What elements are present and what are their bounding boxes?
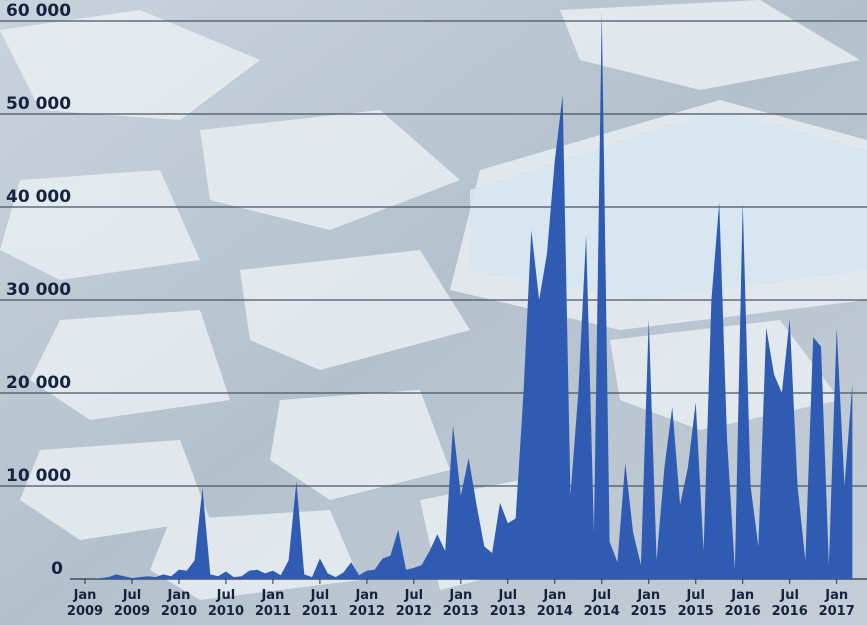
x-tick-label: Jul 2014 [584,588,620,619]
x-tick-label: Jul 2011 [302,588,338,619]
x-tick-label-line: 2010 [161,604,197,619]
y-tick-label: 60 000 [6,1,71,21]
x-tick-label: Jan 2010 [161,588,197,619]
x-tick-label-line: Jul [591,588,611,603]
x-tick-label-line: Jan [260,588,284,603]
x-tick-label-line: 2013 [443,604,479,619]
x-tick-label-line: 2014 [537,604,573,619]
x-tick-label-line: 2013 [490,604,526,619]
x-tick-label: Jul 2010 [208,588,244,619]
x-tick-label-line: 2014 [584,604,620,619]
x-tick-label-line: 2015 [631,604,667,619]
x-tick-label-line: 2016 [772,604,808,619]
x-tick-label-line: 2010 [208,604,244,619]
x-tick-label-line: 2015 [678,604,714,619]
x-tick-label-line: Jul [404,588,424,603]
x-tick-label: Jan 2017 [819,588,855,619]
x-tick-label-line: 2011 [255,604,291,619]
x-tick-label: Jan 2013 [443,588,479,619]
y-tick-label: 50 000 [6,94,71,114]
x-tick-label-line: 2012 [349,604,385,619]
x-tick-label: Jul 2016 [772,588,808,619]
x-tick-label-line: Jul [685,588,705,603]
x-tick-label-line: Jul [216,588,236,603]
x-tick-label: Jan 2015 [631,588,667,619]
x-tick-label-line: 2009 [67,604,103,619]
x-tick-label-line: Jan [354,588,378,603]
y-tick-label: 10 000 [6,466,71,486]
x-tick-label-line: Jan [636,588,660,603]
area [85,11,853,579]
x-tick-label-line: Jan [448,588,472,603]
x-tick-label: Jul 2012 [396,588,432,619]
x-tick-label: Jul 2013 [490,588,526,619]
x-tick-label-line: Jul [310,588,330,603]
y-tick-label: 20 000 [6,373,71,393]
x-tick-label-line: 2016 [725,604,761,619]
x-tick-label: Jan 2016 [725,588,761,619]
x-tick-label-line: Jan [730,588,754,603]
x-tick-label: Jan 2009 [67,588,103,619]
x-tick-label: Jul 2009 [114,588,150,619]
plot-area [85,11,853,579]
x-tick-label: Jan 2011 [255,588,291,619]
x-tick-label-line: Jul [498,588,518,603]
x-tick-label-line: Jan [73,588,97,603]
x-tick-label-line: Jan [542,588,566,603]
x-tick-label-line: Jan [824,588,848,603]
axis-labels: 0 10 000 20 000 30 000 40 000 50 000 60 000 Jan… [6,1,855,619]
x-tick-label-line: Jul [779,588,799,603]
x-tick-label-line: 2012 [396,604,432,619]
y-tick-label: 0 [51,559,63,579]
x-tick-label-line: 2009 [114,604,150,619]
x-tick-label: Jul 2015 [678,588,714,619]
x-tick-label-line: 2017 [819,604,855,619]
x-tick-label-line: Jul [122,588,142,603]
y-tick-label: 30 000 [6,280,71,300]
x-tick-label-line: 2011 [302,604,338,619]
x-tick-label: Jan 2014 [537,588,573,619]
y-tick-label: 40 000 [6,187,71,207]
x-tick-label: Jan 2012 [349,588,385,619]
x-tick-label-line: Jan [167,588,191,603]
